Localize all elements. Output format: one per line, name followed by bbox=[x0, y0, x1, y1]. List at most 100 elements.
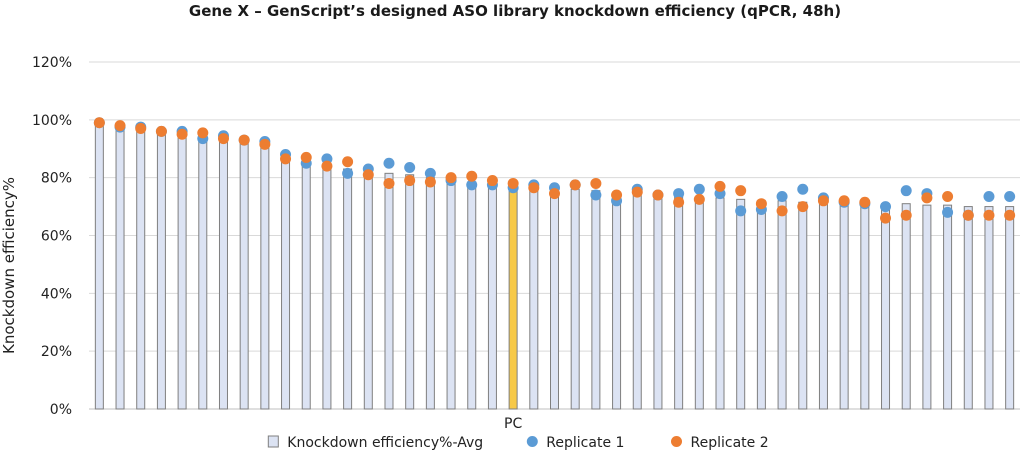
bar bbox=[881, 203, 891, 410]
bar bbox=[322, 162, 332, 410]
bar bbox=[612, 191, 622, 410]
legend-swatch-replicate-2 bbox=[671, 436, 682, 447]
bar bbox=[467, 181, 477, 410]
bar bbox=[218, 136, 228, 410]
bar bbox=[736, 198, 746, 410]
bar bbox=[177, 133, 187, 410]
replicate-2-point bbox=[838, 195, 850, 207]
replicate-1-point bbox=[880, 201, 892, 213]
replicate-2-point bbox=[962, 209, 974, 221]
replicate-1-point bbox=[900, 185, 912, 197]
bar bbox=[343, 168, 353, 410]
replicate-2-point bbox=[776, 205, 788, 217]
replicate-1-point bbox=[404, 162, 416, 174]
replicate-1-point bbox=[673, 188, 685, 200]
replicate-1-point bbox=[342, 167, 354, 179]
bar bbox=[963, 206, 973, 410]
legend-swatch-replicate-1 bbox=[526, 436, 538, 447]
chart-title: Gene X – GenScript’s designed ASO librar… bbox=[188, 2, 842, 20]
bar bbox=[984, 206, 994, 410]
bar bbox=[94, 123, 104, 410]
replicate-2-point bbox=[259, 138, 271, 150]
bar bbox=[260, 142, 270, 410]
legend-swatch-avg bbox=[267, 435, 279, 448]
replicate-2-point bbox=[528, 182, 540, 194]
replicate-2-point bbox=[590, 177, 602, 189]
bar bbox=[818, 201, 828, 410]
replicate-2-point bbox=[238, 134, 250, 146]
bar bbox=[384, 172, 394, 410]
replicate-1-point bbox=[983, 190, 995, 202]
y-tick-label: 120% bbox=[32, 55, 72, 71]
replicate-2-point bbox=[321, 160, 333, 172]
bar bbox=[446, 180, 456, 410]
replicate-2-point bbox=[735, 185, 747, 197]
y-tick-label: 40% bbox=[41, 286, 72, 302]
replicate-2-point bbox=[445, 172, 457, 184]
replicate-2-point bbox=[942, 190, 954, 202]
replicate-2-point bbox=[569, 179, 581, 191]
replicate-2-point bbox=[631, 186, 643, 198]
replicate-2-point bbox=[714, 180, 726, 192]
replicate-2-point bbox=[797, 201, 809, 213]
bar bbox=[694, 197, 704, 410]
replicate-2-point bbox=[673, 196, 685, 208]
bar bbox=[1005, 206, 1015, 410]
bar-pc bbox=[508, 185, 518, 410]
replicate-2-point bbox=[921, 192, 933, 204]
replicate-1-point bbox=[1004, 190, 1016, 202]
bar bbox=[922, 204, 932, 410]
replicate-1-point bbox=[466, 179, 478, 191]
replicate-1-point bbox=[590, 189, 602, 201]
replicate-1-point bbox=[776, 190, 788, 202]
bar bbox=[756, 200, 766, 410]
replicate-2-point bbox=[383, 177, 395, 189]
replicate-2-point bbox=[983, 209, 995, 221]
replicate-2-point bbox=[859, 196, 871, 208]
bar bbox=[425, 177, 435, 410]
bar bbox=[301, 159, 311, 410]
y-tick-label: 20% bbox=[41, 344, 72, 360]
replicate-1-point bbox=[424, 167, 436, 179]
bar bbox=[156, 132, 166, 410]
bar bbox=[839, 203, 849, 410]
replicate-2-point bbox=[424, 176, 436, 188]
replicate-2-point bbox=[1004, 209, 1016, 221]
bar bbox=[653, 194, 663, 410]
bar bbox=[281, 155, 291, 410]
y-tick-label: 80% bbox=[41, 171, 72, 187]
bar bbox=[487, 184, 497, 410]
replicate-2-point bbox=[900, 209, 912, 221]
bar bbox=[943, 204, 953, 410]
replicate-2-point bbox=[300, 151, 312, 163]
y-tick-label: 100% bbox=[32, 113, 72, 129]
bar bbox=[550, 187, 559, 410]
replicate-2-point bbox=[404, 175, 416, 187]
replicate-1-point bbox=[383, 157, 395, 169]
replicate-2-point bbox=[197, 127, 209, 139]
replicate-2-point bbox=[880, 212, 892, 224]
replicate-2-point bbox=[549, 188, 560, 200]
bar bbox=[136, 128, 146, 410]
replicate-2-point bbox=[362, 169, 374, 181]
replicate-2-point bbox=[817, 195, 829, 207]
bar bbox=[674, 195, 684, 410]
bar bbox=[115, 126, 125, 410]
replicate-2-point bbox=[155, 125, 167, 137]
y-tick-label: 60% bbox=[41, 229, 72, 245]
y-tick-label: 0% bbox=[50, 402, 72, 418]
replicate-2-point bbox=[176, 128, 188, 140]
replicate-2-point bbox=[693, 193, 705, 205]
legend-label: Knockdown efficiency%-Avg bbox=[287, 435, 483, 451]
y-axis-label: Knockdown efficiency% bbox=[0, 177, 18, 354]
replicate-2-point bbox=[755, 198, 767, 210]
replicate-2-point bbox=[466, 170, 478, 182]
replicate-2-point bbox=[611, 189, 623, 201]
bar bbox=[198, 135, 208, 410]
replicate-1-point bbox=[693, 183, 705, 195]
replicate-2-point bbox=[486, 175, 498, 187]
replicate-2-point bbox=[507, 177, 519, 189]
replicate-1-point bbox=[735, 205, 747, 217]
replicate-2-point bbox=[652, 189, 664, 201]
